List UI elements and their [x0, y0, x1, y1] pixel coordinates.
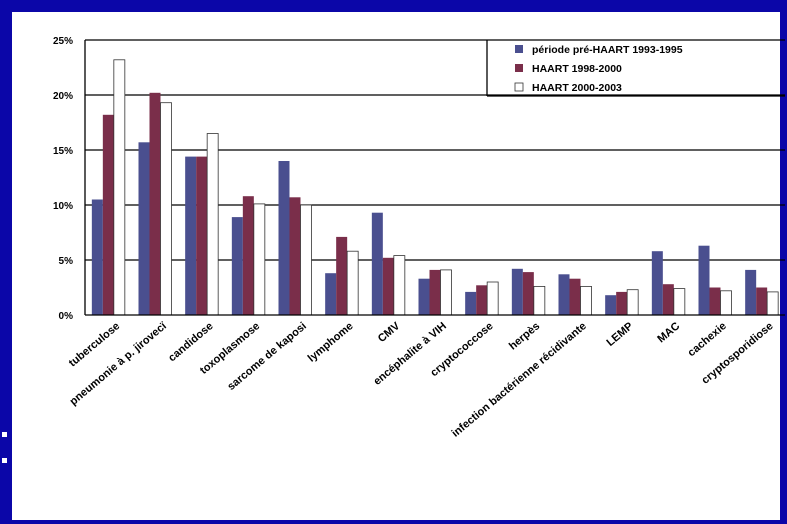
- bar: [766, 291, 779, 316]
- bar: [418, 278, 430, 315]
- bar: [616, 291, 628, 315]
- bar: [196, 156, 208, 315]
- bar: [336, 236, 348, 315]
- bar: [113, 59, 126, 316]
- bar: [605, 295, 617, 315]
- bar: [698, 245, 710, 315]
- bar: [580, 285, 592, 316]
- legend-swatch: [515, 64, 523, 72]
- y-tick-label: 10%: [53, 201, 73, 212]
- bar: [745, 269, 757, 315]
- y-tick-label: 0%: [59, 311, 74, 322]
- bar: [393, 255, 406, 316]
- bar: [231, 217, 243, 315]
- bar: [102, 114, 114, 315]
- bar: [382, 257, 394, 315]
- bar: [662, 284, 674, 315]
- legend-swatch: [515, 45, 523, 53]
- y-tick-label: 25%: [53, 36, 73, 47]
- bar: [242, 196, 254, 315]
- y-tick-label: 5%: [59, 256, 74, 267]
- bar: [138, 142, 150, 315]
- x-tick-label: cachexie: [686, 320, 729, 359]
- bar: [289, 197, 301, 315]
- bar: [465, 291, 477, 315]
- x-tick-label: candidose: [166, 320, 215, 364]
- legend-swatch: [514, 82, 524, 92]
- bullet-marker: [2, 432, 7, 437]
- x-tick-label: MAC: [655, 320, 682, 345]
- legend-label: HAART 1998-2000: [532, 63, 622, 75]
- y-tick-labels: 0% 5% 10% 15% 20% 25%: [53, 36, 73, 322]
- y-tick-label: 20%: [53, 91, 73, 102]
- axes: [84, 40, 785, 316]
- bar: [720, 290, 732, 316]
- x-tick-label: sarcome de kaposi: [225, 320, 309, 393]
- y-tick-label: 15%: [53, 146, 73, 157]
- bar: [673, 288, 686, 316]
- bar: [522, 272, 534, 315]
- bar: [626, 289, 639, 316]
- bar: [569, 278, 581, 315]
- bar: [346, 250, 359, 316]
- bar: [149, 92, 161, 315]
- bar: [371, 212, 383, 315]
- bar: [206, 133, 219, 316]
- bar: [91, 199, 103, 315]
- bar: [300, 204, 312, 316]
- legend-label: HAART 2000-2003: [532, 82, 622, 94]
- bar: [429, 269, 441, 315]
- bar: [278, 161, 290, 315]
- bars: [91, 59, 779, 316]
- bar: [440, 269, 452, 316]
- bar: [325, 273, 337, 315]
- legend-label: période pré-HAART 1993-1995: [532, 44, 683, 56]
- bar: [253, 203, 266, 316]
- bar: [558, 274, 570, 315]
- legend: période pré-HAART 1993-1995 HAART 1998-20…: [486, 40, 785, 97]
- x-tick-label: LEMP: [604, 320, 635, 349]
- bar: [511, 268, 523, 315]
- bar: [185, 156, 197, 315]
- x-tick-label: CMV: [376, 320, 403, 345]
- bar: [486, 281, 499, 316]
- bar: [533, 285, 546, 316]
- x-tick-label: herpès: [507, 320, 542, 352]
- bullet-marker: [2, 458, 7, 463]
- bar: [756, 287, 768, 315]
- bar: [160, 102, 172, 316]
- x-tick-label: lymphome: [306, 320, 356, 365]
- x-tick-label: pneumonie à p. jirovecï: [68, 320, 170, 408]
- bar: [476, 285, 488, 315]
- bar: [709, 287, 721, 315]
- bar: [651, 251, 663, 315]
